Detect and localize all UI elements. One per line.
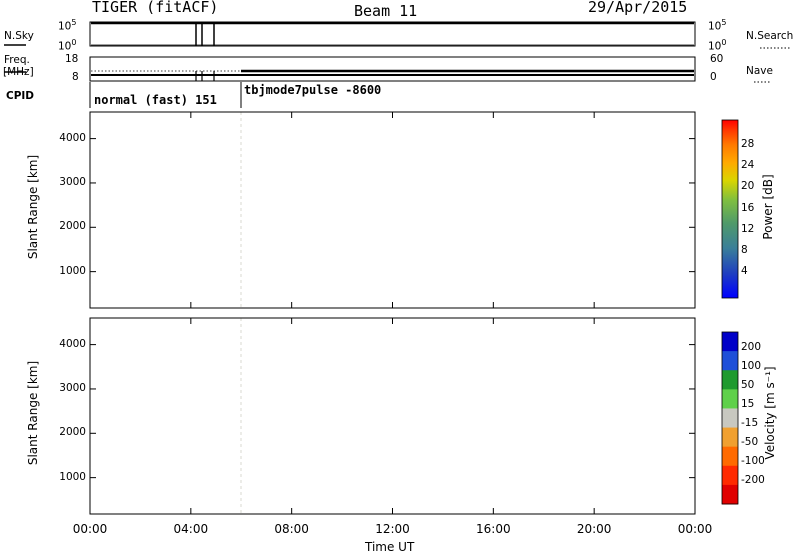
velocity-colorbar-frame: [721, 331, 739, 505]
y-tick-label: 4000: [59, 131, 86, 144]
freq-tick-low: 8: [72, 71, 79, 83]
cpid-segment-1: normal (fast) 151: [94, 93, 217, 107]
y-tick-label: 4000: [59, 337, 86, 350]
beam-label: Beam 11: [354, 2, 418, 20]
power-colorbar-tick: 20: [741, 180, 755, 193]
axes: [89, 112, 696, 514]
nsky-strip: [89, 21, 696, 47]
power-heatmap: [89, 111, 696, 309]
velocity-colorbar: [721, 331, 739, 505]
x-tick-label: 00:00: [72, 522, 108, 536]
power-colorbar-tick: 8: [741, 244, 748, 256]
velocity-colorbar-tick: -15: [741, 417, 759, 429]
x-tick-label: 00:00: [677, 522, 713, 536]
x-tick-label: 16:00: [476, 522, 511, 536]
nave-tick-high: 60: [710, 53, 724, 65]
x-axis-label: Time UT: [365, 540, 415, 554]
velocity-colorbar-block: [722, 446, 738, 467]
velocity-ylabel: Slant Range [km]: [26, 360, 40, 466]
velocity-colorbar-block: [722, 465, 738, 486]
velocity-colorbar-label: Velocity [m s⁻¹]: [763, 366, 777, 460]
cpid-label: CPID: [6, 90, 35, 102]
velocity-colorbar-tick: 200: [741, 340, 762, 353]
velocity-colorbar-tick: -100: [741, 455, 765, 468]
cpid-strip: [89, 82, 242, 108]
nsearch-label: N.Search: [746, 30, 794, 42]
freq-label: Freq.: [4, 54, 30, 66]
y-tick-label: 2000: [59, 220, 86, 233]
freq-strip: [89, 56, 696, 82]
nsky-label: N.Sky: [4, 30, 34, 42]
y-tick-label: 3000: [59, 381, 86, 394]
radar-title: TIGER (fitACF): [92, 0, 219, 16]
power-colorbar-label: Power [dB]: [761, 174, 775, 240]
velocity-heatmap: [89, 317, 696, 515]
x-tick-label: 20:00: [576, 522, 612, 536]
freq-tick-high: 18: [65, 53, 79, 65]
velocity-colorbar-tick: 100: [741, 359, 762, 372]
x-tick-label: 04:00: [173, 522, 209, 536]
cpid-segment-2: tbjmode7pulse -8600: [244, 83, 382, 97]
power-colorbar-tick: 28: [741, 138, 755, 150]
nsearch-tick-high: 105: [708, 18, 727, 33]
power-colorbar-tick: 12: [741, 222, 755, 235]
y-tick-label: 3000: [59, 175, 86, 188]
y-tick-label: 2000: [59, 426, 86, 439]
velocity-colorbar-block: [722, 408, 738, 429]
power-ylabel: Slant Range [km]: [26, 154, 40, 260]
date-label: 29/Apr/2015: [588, 0, 688, 16]
x-tick-label: 08:00: [274, 522, 309, 536]
y-tick-label: 1000: [59, 264, 86, 277]
velocity-colorbar-block: [722, 332, 738, 352]
power-colorbar-tick: 4: [741, 265, 748, 278]
nave-tick-low: 0: [710, 71, 717, 83]
velocity-colorbar-block: [722, 370, 738, 390]
velocity-colorbar-block: [722, 389, 738, 409]
nsky-tick-low: 100: [58, 38, 77, 53]
power-colorbar: [721, 119, 739, 299]
velocity-colorbar-block: [722, 351, 738, 371]
power-colorbar-tick: 16: [741, 201, 755, 214]
power-colorbar-tick: 24: [741, 159, 755, 172]
velocity-colorbar-tick: -50: [741, 436, 759, 449]
velocity-colorbar-tick: 15: [741, 397, 755, 410]
nsky-tick-high: 105: [58, 18, 77, 33]
nsearch-tick-low: 100: [708, 38, 727, 53]
x-tick-label: 12:00: [375, 522, 410, 536]
velocity-colorbar-block: [722, 484, 738, 505]
velocity-colorbar-tick: 50: [741, 378, 755, 391]
velocity-colorbar-block: [722, 427, 738, 448]
nave-label: Nave: [746, 65, 773, 77]
velocity-colorbar-tick: -200: [741, 474, 765, 487]
y-tick-label: 1000: [59, 470, 86, 483]
